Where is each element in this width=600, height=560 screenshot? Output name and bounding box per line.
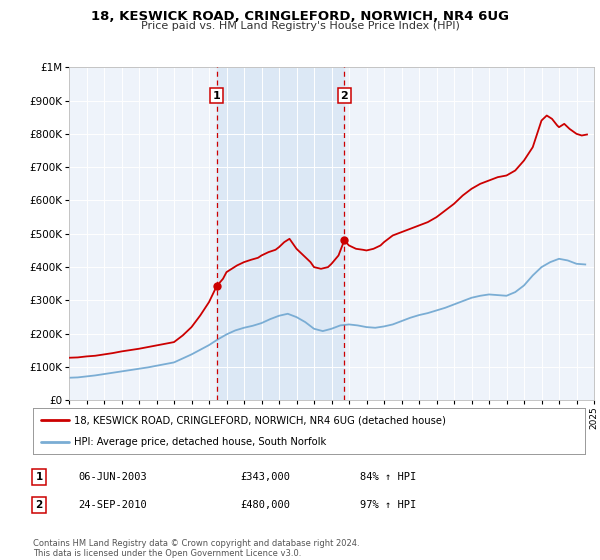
Text: 2: 2 — [35, 500, 43, 510]
Text: 97% ↑ HPI: 97% ↑ HPI — [360, 500, 416, 510]
Text: £480,000: £480,000 — [240, 500, 290, 510]
Text: HPI: Average price, detached house, South Norfolk: HPI: Average price, detached house, Sout… — [74, 437, 326, 447]
Text: Price paid vs. HM Land Registry's House Price Index (HPI): Price paid vs. HM Land Registry's House … — [140, 21, 460, 31]
Text: £343,000: £343,000 — [240, 472, 290, 482]
Text: 1: 1 — [35, 472, 43, 482]
Bar — [217, 67, 344, 400]
Text: 18, KESWICK ROAD, CRINGLEFORD, NORWICH, NR4 6UG: 18, KESWICK ROAD, CRINGLEFORD, NORWICH, … — [91, 10, 509, 22]
Text: 84% ↑ HPI: 84% ↑ HPI — [360, 472, 416, 482]
Text: 2: 2 — [340, 91, 348, 101]
Text: 18, KESWICK ROAD, CRINGLEFORD, NORWICH, NR4 6UG (detached house): 18, KESWICK ROAD, CRINGLEFORD, NORWICH, … — [74, 415, 446, 425]
Text: Contains HM Land Registry data © Crown copyright and database right 2024.
This d: Contains HM Land Registry data © Crown c… — [33, 539, 359, 558]
Text: 24-SEP-2010: 24-SEP-2010 — [78, 500, 147, 510]
Text: 1: 1 — [213, 91, 221, 101]
Text: 06-JUN-2003: 06-JUN-2003 — [78, 472, 147, 482]
